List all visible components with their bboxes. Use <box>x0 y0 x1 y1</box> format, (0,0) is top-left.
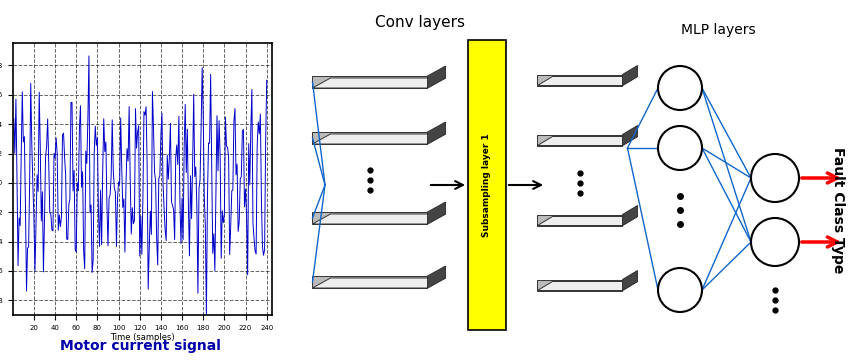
Point <box>622 146 632 150</box>
Polygon shape <box>313 214 445 224</box>
Line: 2 pts: 2 pts <box>313 185 325 282</box>
Polygon shape <box>428 122 445 144</box>
Polygon shape <box>537 279 622 290</box>
Point <box>697 86 707 90</box>
Line: 2 pts: 2 pts <box>702 88 751 178</box>
Text: Fault Class Type: Fault Class Type <box>831 147 845 273</box>
Point <box>320 183 330 187</box>
Polygon shape <box>537 215 622 226</box>
Point <box>746 176 756 180</box>
Polygon shape <box>313 78 445 88</box>
Point <box>746 240 756 244</box>
Polygon shape <box>622 270 638 290</box>
Polygon shape <box>313 278 445 288</box>
Point <box>697 288 707 292</box>
Line: 2 pts: 2 pts <box>313 82 325 185</box>
Point <box>320 183 330 187</box>
Polygon shape <box>428 66 445 88</box>
Point <box>746 240 756 244</box>
Text: Motor current signal: Motor current signal <box>60 339 221 353</box>
Line: 2 pts: 2 pts <box>627 88 658 148</box>
Point <box>622 146 632 150</box>
Line: 2 pts: 2 pts <box>627 148 658 290</box>
Polygon shape <box>537 76 638 85</box>
Line: 2 pts: 2 pts <box>702 178 751 290</box>
Line: 2 pts: 2 pts <box>313 138 325 185</box>
Point <box>653 146 663 150</box>
Line: 2 pts: 2 pts <box>313 185 325 218</box>
Point <box>653 288 663 292</box>
Polygon shape <box>313 276 428 288</box>
Polygon shape <box>537 216 638 226</box>
Point <box>746 240 756 244</box>
Point <box>308 216 318 220</box>
Circle shape <box>658 268 702 312</box>
Point <box>697 146 707 150</box>
Line: 2 pts: 2 pts <box>702 242 751 290</box>
Text: Conv layers: Conv layers <box>375 14 465 29</box>
Point <box>697 146 707 150</box>
Point <box>320 183 330 187</box>
Line: 2 pts: 2 pts <box>702 88 751 242</box>
Point <box>653 86 663 90</box>
Point <box>746 176 756 180</box>
Polygon shape <box>622 206 638 226</box>
Polygon shape <box>622 66 638 85</box>
Polygon shape <box>622 126 638 146</box>
Polygon shape <box>313 132 428 144</box>
Polygon shape <box>537 135 622 146</box>
Text: Subsampling layer 1: Subsampling layer 1 <box>483 133 491 237</box>
Point <box>308 280 318 284</box>
Point <box>622 146 632 150</box>
Text: MLP layers: MLP layers <box>681 23 756 37</box>
Circle shape <box>658 126 702 170</box>
Point <box>308 136 318 140</box>
Line: 2 pts: 2 pts <box>702 148 751 178</box>
Polygon shape <box>313 212 428 224</box>
Polygon shape <box>537 282 638 290</box>
Point <box>320 183 330 187</box>
X-axis label: Time (samples): Time (samples) <box>110 333 175 342</box>
Point <box>308 80 318 84</box>
Bar <box>468 40 506 330</box>
Circle shape <box>751 218 799 266</box>
Polygon shape <box>313 76 428 88</box>
Polygon shape <box>537 75 622 85</box>
Polygon shape <box>537 136 638 146</box>
Circle shape <box>658 66 702 110</box>
Polygon shape <box>313 134 445 144</box>
Line: 2 pts: 2 pts <box>702 148 751 242</box>
Point <box>697 86 707 90</box>
Polygon shape <box>428 202 445 224</box>
Point <box>697 288 707 292</box>
Polygon shape <box>428 266 445 288</box>
Circle shape <box>751 154 799 202</box>
Point <box>746 176 756 180</box>
